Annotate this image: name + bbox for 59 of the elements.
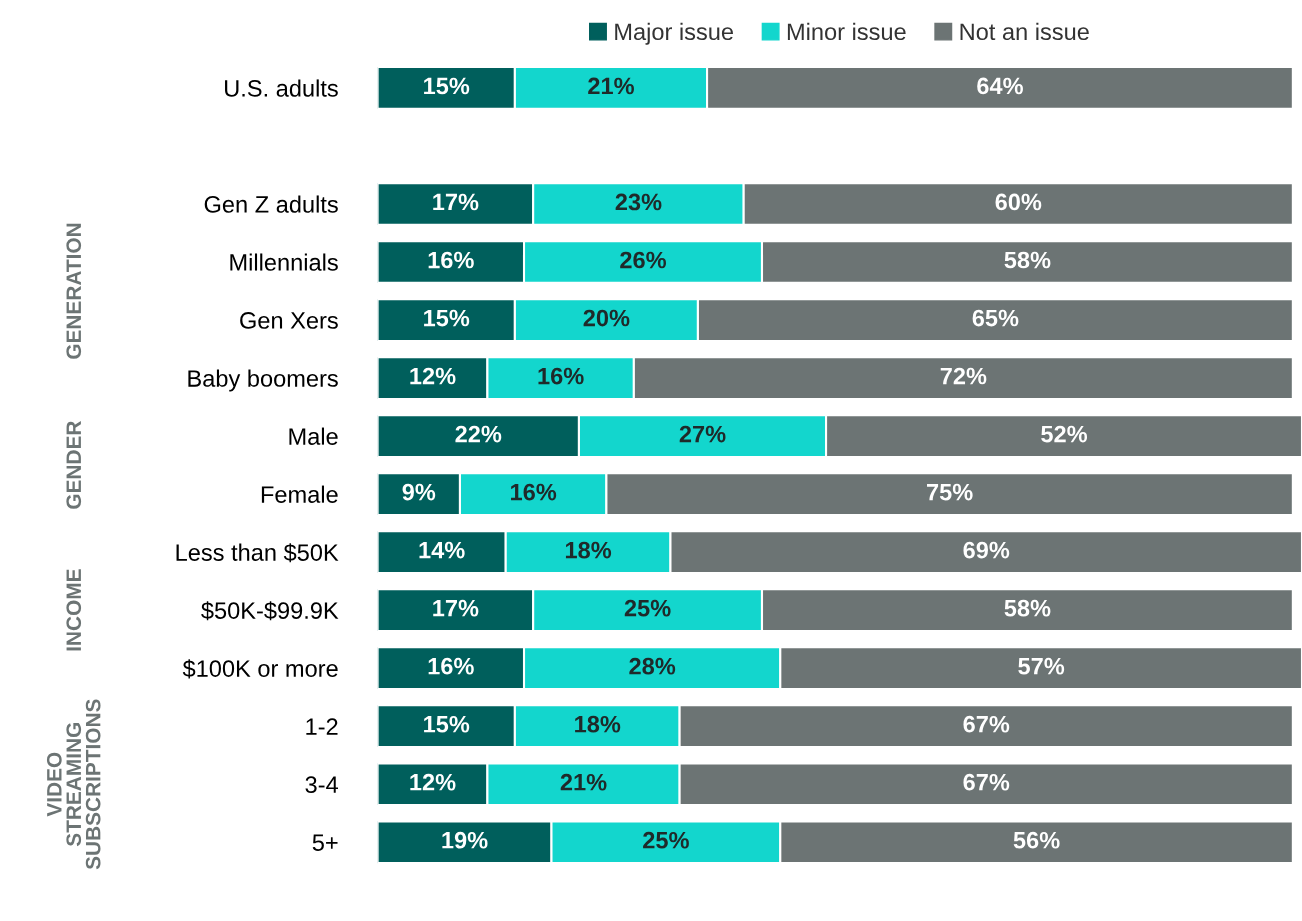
legend-label: Not an issue bbox=[960, 22, 1089, 41]
data-label: 22% bbox=[455, 425, 502, 443]
data-label: 65% bbox=[972, 309, 1019, 327]
data-label: 58% bbox=[1004, 251, 1051, 269]
data-label: 58% bbox=[1004, 599, 1051, 617]
data-label: 57% bbox=[1018, 657, 1065, 675]
data-label: 28% bbox=[629, 657, 676, 675]
data-label: 26% bbox=[620, 251, 667, 269]
data-label: 25% bbox=[643, 831, 689, 849]
data-label: 21% bbox=[560, 773, 607, 791]
data-label: 60% bbox=[995, 193, 1042, 211]
y-tick-label: Less than $50K bbox=[176, 543, 339, 563]
data-label: 67% bbox=[963, 773, 1010, 791]
data-label: 72% bbox=[940, 367, 987, 385]
data-label: 56% bbox=[1013, 831, 1060, 849]
legend-label: Major issue bbox=[615, 22, 733, 45]
data-label: 25% bbox=[624, 599, 671, 617]
data-label: 19% bbox=[442, 831, 488, 849]
text: GENERATION bbox=[66, 223, 82, 359]
data-label: 15% bbox=[424, 77, 470, 95]
data-label: 16% bbox=[511, 483, 557, 501]
data-label: 75% bbox=[927, 483, 973, 501]
data-label: 15% bbox=[424, 715, 470, 733]
data-label: 18% bbox=[565, 541, 612, 559]
data-label: 20% bbox=[583, 309, 630, 327]
data-label: 17% bbox=[433, 599, 479, 617]
data-label: 52% bbox=[1041, 425, 1088, 443]
y-tick-label: Gen Z adults bbox=[204, 195, 338, 213]
data-label: 27% bbox=[679, 425, 726, 443]
data-label: 15% bbox=[424, 309, 470, 327]
y-tick-label: 3-4 bbox=[305, 776, 338, 794]
y-tick-label: $100K or more bbox=[182, 659, 338, 679]
data-label: 16% bbox=[428, 657, 474, 675]
data-label: 9% bbox=[402, 483, 436, 501]
y-tick-label: $50K-$99.9K bbox=[201, 601, 339, 621]
data-label: 12% bbox=[410, 773, 456, 791]
legend-label: Minor issue bbox=[787, 22, 906, 41]
data-label: 16% bbox=[538, 367, 584, 385]
text: GENDER bbox=[66, 420, 82, 509]
data-label: 69% bbox=[963, 541, 1010, 559]
y-tick-label: Male bbox=[289, 427, 338, 445]
data-label: 64% bbox=[977, 77, 1023, 95]
y-tick-label: Female bbox=[261, 485, 338, 503]
text: VIDEO STREAMING SUBSCRIPTIONS bbox=[46, 699, 101, 870]
y-tick-label: 1-2 bbox=[306, 718, 338, 735]
y-tick-label: Gen Xers bbox=[240, 312, 338, 329]
data-label: 16% bbox=[428, 251, 474, 269]
y-tick-label: 5+ bbox=[312, 834, 338, 852]
data-label: 67% bbox=[963, 715, 1010, 733]
data-label: 17% bbox=[433, 193, 479, 211]
y-tick-label: Millennials bbox=[230, 253, 338, 271]
data-label: 18% bbox=[575, 715, 621, 733]
data-label: 12% bbox=[410, 367, 456, 385]
data-label: 23% bbox=[615, 193, 662, 211]
data-label: 21% bbox=[588, 77, 634, 95]
data-label: 14% bbox=[419, 541, 465, 559]
text: INCOME bbox=[66, 569, 82, 651]
y-tick-label: Baby boomers bbox=[188, 369, 338, 392]
y-tick-label: U.S. adults bbox=[225, 79, 338, 97]
